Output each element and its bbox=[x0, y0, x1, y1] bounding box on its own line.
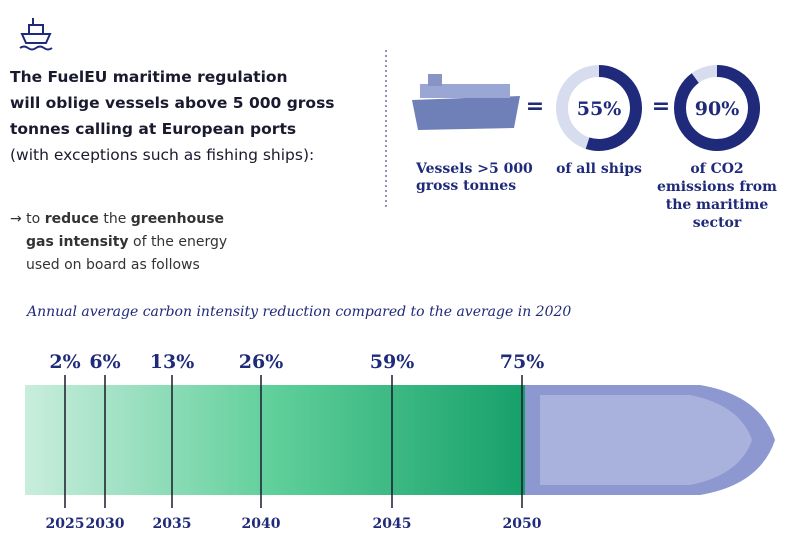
reduction-band bbox=[25, 385, 525, 495]
text: reduce bbox=[45, 211, 99, 227]
timeline-title: Annual average carbon intensity reductio… bbox=[25, 304, 571, 320]
donut-label: 90% bbox=[695, 98, 740, 120]
text: the bbox=[99, 211, 131, 227]
equals: = bbox=[526, 94, 544, 119]
donut-caption: the maritime bbox=[666, 197, 769, 213]
text: → to bbox=[10, 211, 45, 227]
goal-line: used on board as follows bbox=[26, 257, 200, 273]
goal-line: → to reduce the greenhouse bbox=[10, 211, 224, 227]
year-label: 2030 bbox=[86, 516, 125, 532]
reduction-label: 59% bbox=[370, 351, 415, 373]
year-label: 2050 bbox=[503, 516, 542, 532]
intro-note: (with exceptions such as fishing ships): bbox=[10, 146, 314, 164]
ship-icon bbox=[19, 18, 53, 51]
donut-label: 55% bbox=[577, 98, 622, 120]
text: greenhouse bbox=[131, 211, 224, 227]
year-label: 2035 bbox=[153, 516, 192, 532]
year-label: 2040 bbox=[242, 516, 281, 532]
year-label: 2025 bbox=[46, 516, 85, 532]
goal-line: gas intensity of the energy bbox=[26, 234, 227, 250]
donut-caption: of CO2 bbox=[690, 161, 743, 177]
donut-caption: emissions from bbox=[657, 179, 777, 195]
text: of the energy bbox=[129, 234, 228, 250]
reduction-label: 75% bbox=[500, 351, 545, 373]
intro-line: The FuelEU maritime regulation bbox=[10, 68, 288, 86]
donut-caption: sector bbox=[693, 215, 742, 231]
reduction-label: 6% bbox=[89, 351, 120, 373]
text: gas intensity bbox=[26, 234, 129, 250]
ship-hull bbox=[520, 385, 775, 495]
reduction-label: 2% bbox=[49, 351, 80, 373]
donut-arc bbox=[674, 65, 760, 151]
vessel-image bbox=[412, 74, 520, 130]
donut-caption: of all ships bbox=[556, 161, 642, 177]
reduction-label: 26% bbox=[239, 351, 284, 373]
donut-arc bbox=[585, 65, 642, 151]
vessels-label: gross tonnes bbox=[416, 178, 516, 194]
reduction-label: 13% bbox=[150, 351, 195, 373]
year-label: 2045 bbox=[373, 516, 412, 532]
vessels-label: Vessels >5 000 bbox=[415, 161, 533, 177]
intro-line: will oblige vessels above 5 000 gross bbox=[10, 94, 335, 112]
intro-line: tonnes calling at European ports bbox=[10, 120, 296, 138]
equals: = bbox=[652, 94, 670, 119]
